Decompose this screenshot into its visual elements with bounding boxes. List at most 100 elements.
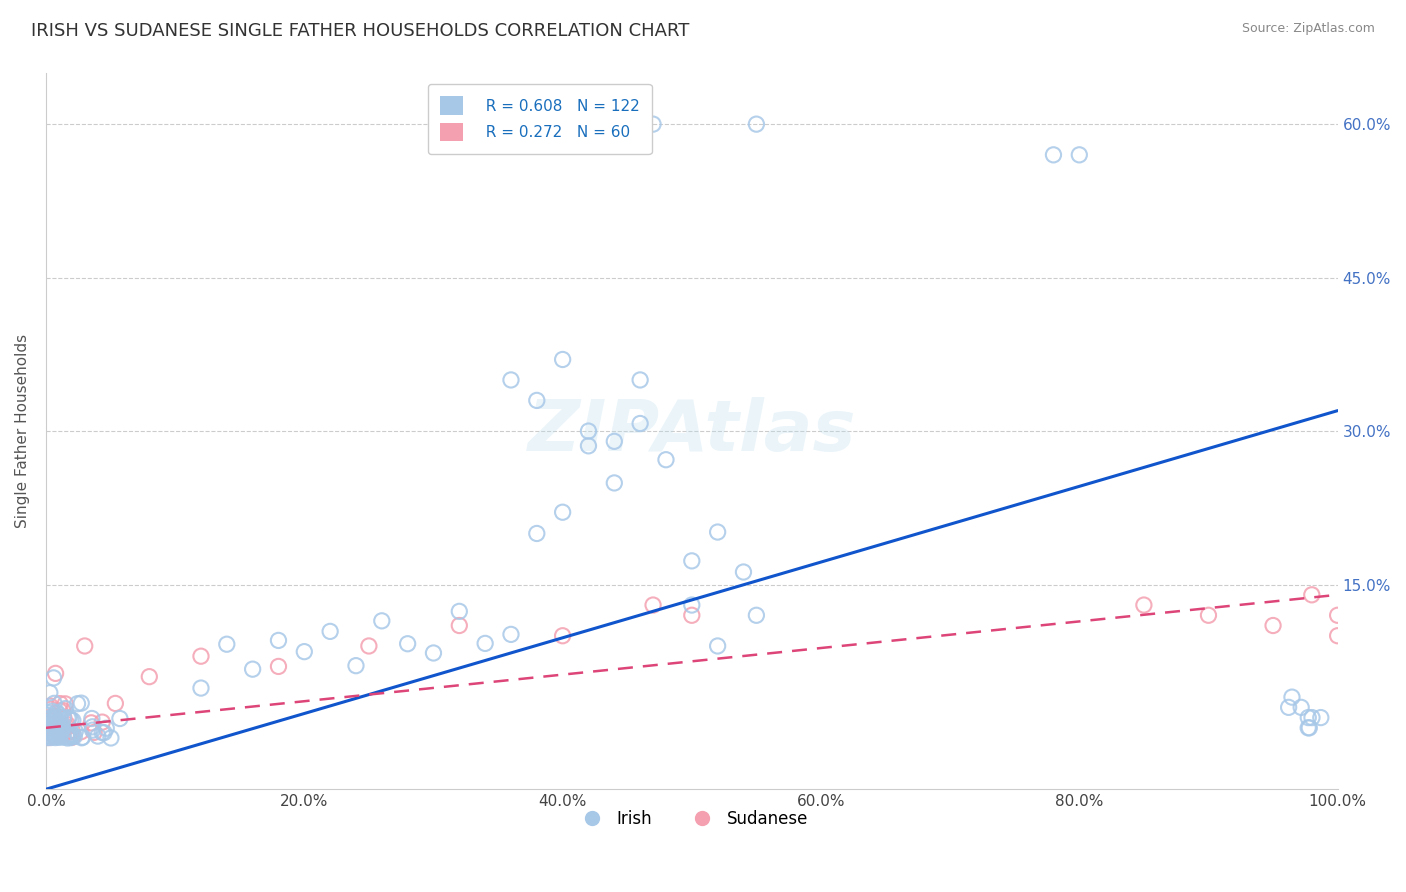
Point xyxy=(51,724,73,739)
Point xyxy=(58,711,80,725)
Point xyxy=(55,729,77,743)
Point xyxy=(319,624,342,639)
Point xyxy=(551,629,574,643)
Point xyxy=(56,731,79,745)
Point xyxy=(292,645,315,659)
Point xyxy=(41,729,63,743)
Point xyxy=(641,598,664,612)
Text: IRISH VS SUDANESE SINGLE FATHER HOUSEHOLDS CORRELATION CHART: IRISH VS SUDANESE SINGLE FATHER HOUSEHOL… xyxy=(31,22,689,40)
Point xyxy=(46,715,69,730)
Point xyxy=(499,373,522,387)
Point xyxy=(35,726,58,740)
Point xyxy=(44,731,66,745)
Point xyxy=(83,725,105,739)
Point xyxy=(655,452,678,467)
Point xyxy=(48,731,70,745)
Point xyxy=(422,646,444,660)
Point xyxy=(1296,721,1319,735)
Point xyxy=(39,718,62,732)
Point xyxy=(449,618,471,632)
Point xyxy=(1042,148,1064,162)
Point xyxy=(48,720,70,734)
Point xyxy=(104,697,127,711)
Point xyxy=(37,706,59,720)
Point xyxy=(55,701,77,715)
Point xyxy=(45,706,67,720)
Point xyxy=(1278,700,1301,714)
Point xyxy=(65,724,87,739)
Point xyxy=(82,723,104,738)
Point xyxy=(49,710,72,724)
Point xyxy=(80,715,103,730)
Point xyxy=(44,729,66,743)
Point xyxy=(39,731,62,745)
Point xyxy=(48,729,70,743)
Point xyxy=(46,707,69,722)
Point xyxy=(42,728,65,742)
Point xyxy=(52,730,75,744)
Point xyxy=(357,639,380,653)
Point xyxy=(56,720,79,734)
Point xyxy=(371,614,394,628)
Point xyxy=(190,681,212,695)
Point xyxy=(38,731,60,745)
Point xyxy=(58,729,80,743)
Point xyxy=(60,727,83,741)
Point xyxy=(70,724,93,739)
Point xyxy=(681,554,703,568)
Point xyxy=(46,728,69,742)
Point xyxy=(51,718,73,732)
Point xyxy=(45,723,67,738)
Point xyxy=(35,722,58,736)
Point xyxy=(242,662,264,676)
Point xyxy=(44,721,66,735)
Point xyxy=(1309,710,1331,724)
Point xyxy=(38,686,60,700)
Point xyxy=(66,697,89,711)
Point xyxy=(474,636,496,650)
Point xyxy=(1281,690,1303,705)
Point xyxy=(706,524,728,539)
Point xyxy=(93,725,115,739)
Point xyxy=(53,697,76,711)
Point xyxy=(49,728,72,742)
Point xyxy=(62,730,84,744)
Point xyxy=(628,373,651,387)
Point xyxy=(46,723,69,738)
Point xyxy=(42,728,65,742)
Point xyxy=(59,729,82,743)
Point xyxy=(59,725,82,739)
Text: ZIPAtlas: ZIPAtlas xyxy=(527,397,856,466)
Point xyxy=(35,718,58,732)
Point xyxy=(190,649,212,664)
Point xyxy=(46,724,69,739)
Point xyxy=(49,704,72,718)
Point xyxy=(49,726,72,740)
Point xyxy=(42,671,65,685)
Point xyxy=(82,720,104,734)
Point xyxy=(37,730,59,744)
Point xyxy=(706,639,728,653)
Point xyxy=(45,722,67,736)
Point xyxy=(681,608,703,623)
Point xyxy=(745,117,768,131)
Point xyxy=(56,717,79,731)
Point xyxy=(39,698,62,713)
Point xyxy=(396,637,419,651)
Point xyxy=(91,725,114,739)
Point xyxy=(526,393,548,408)
Point xyxy=(80,711,103,725)
Point xyxy=(70,696,93,710)
Point xyxy=(42,697,65,711)
Point xyxy=(48,717,70,731)
Point xyxy=(39,702,62,716)
Point xyxy=(59,731,82,745)
Point xyxy=(70,731,93,745)
Point xyxy=(449,604,471,618)
Point xyxy=(37,730,59,744)
Point xyxy=(51,729,73,743)
Point xyxy=(551,352,574,367)
Point xyxy=(39,710,62,724)
Point xyxy=(49,722,72,736)
Point xyxy=(641,117,664,131)
